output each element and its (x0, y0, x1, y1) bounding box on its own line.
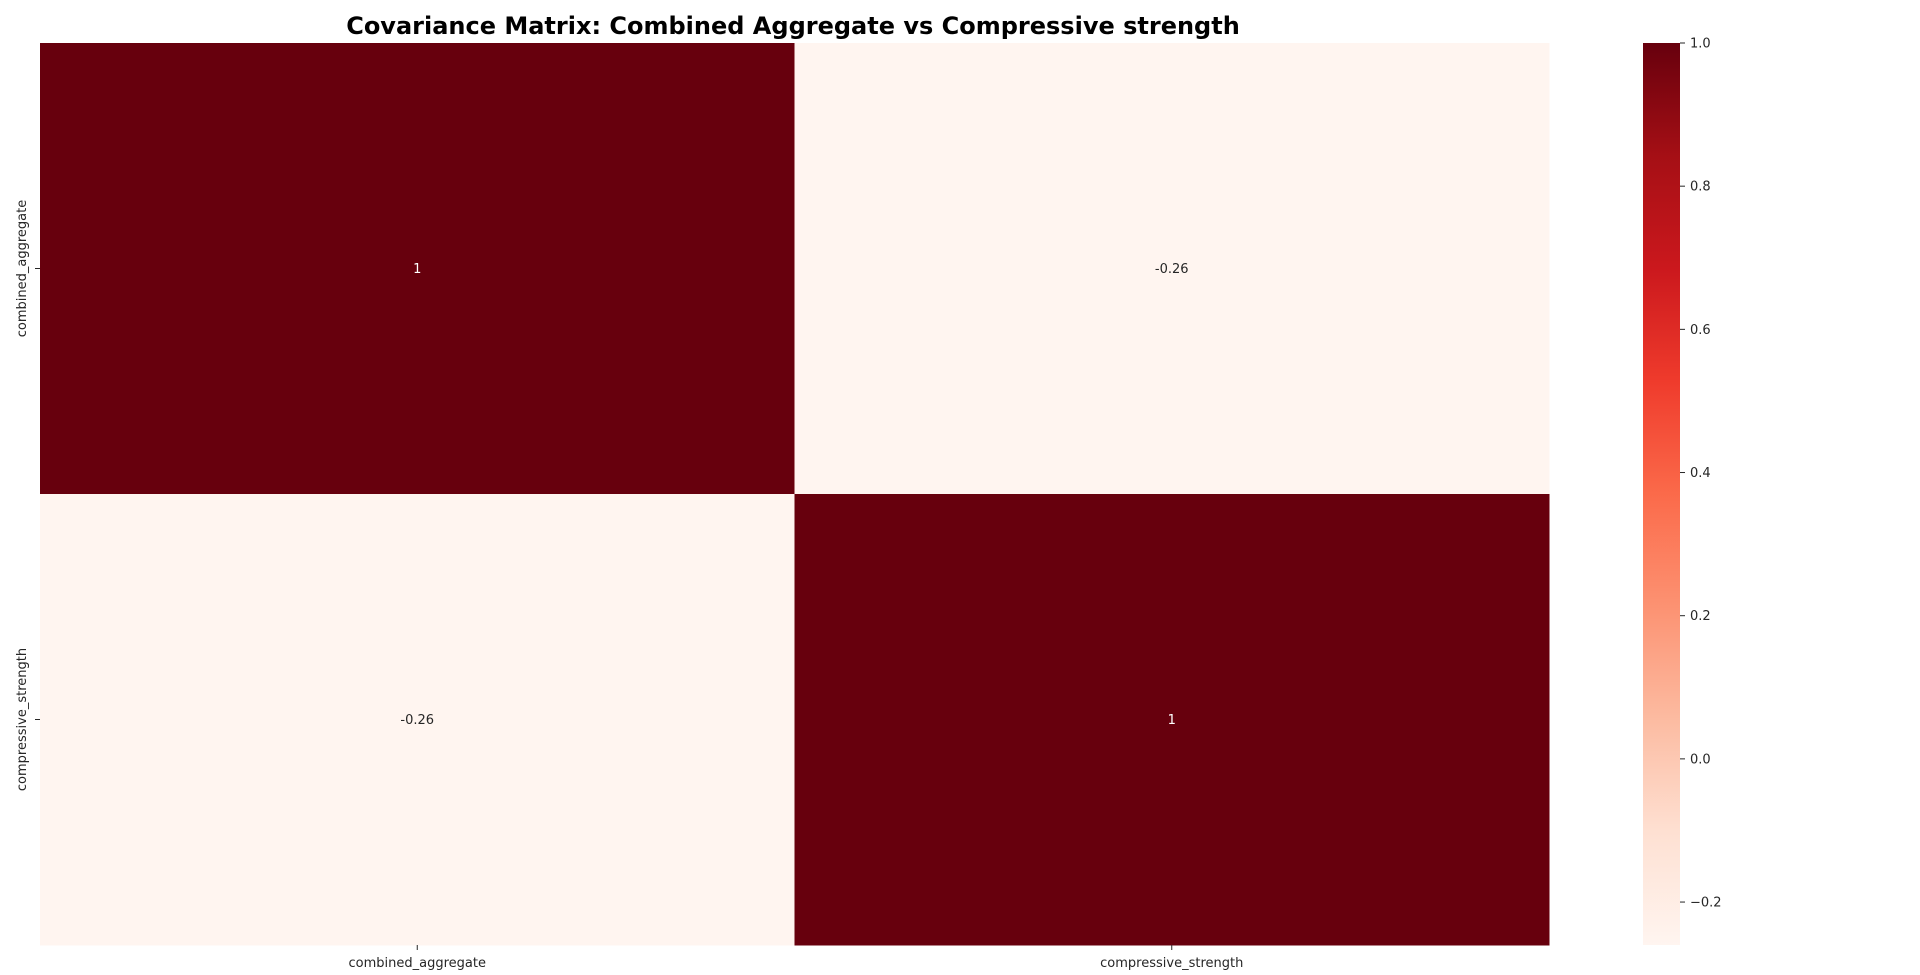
heatmap-cell (40, 494, 795, 946)
x-tick-label: combined_aggregate (349, 956, 486, 971)
heatmap-cells (40, 43, 1550, 946)
colorbar: 1.0 0.8 0.6 0.4 0.2 0.0 −0.2 (1643, 37, 1722, 945)
colorbar-tick-label: 0.0 (1690, 752, 1711, 767)
chart-title: Covariance Matrix: Combined Aggregate vs… (346, 12, 1240, 40)
cell-value-label: -0.26 (1155, 262, 1189, 277)
heatmap-cell (794, 43, 1550, 495)
heatmap-cell (40, 43, 795, 495)
colorbar-tick-label: 0.2 (1690, 609, 1711, 624)
colorbar-tick-label: 0.8 (1690, 180, 1711, 195)
colorbar-tick-label: 1.0 (1690, 37, 1711, 52)
y-axis: combined_aggregate compressive_strength (15, 200, 40, 791)
y-tick-label: compressive_strength (15, 648, 30, 791)
colorbar-tick-label: 0.4 (1690, 466, 1711, 481)
x-axis: combined_aggregate compressive_strength (349, 945, 1243, 971)
cell-value-label: 1 (1168, 713, 1176, 728)
cell-value-label: 1 (413, 262, 421, 277)
heatmap-cell (794, 494, 1550, 946)
heatmap-annotations: 1 -0.26 -0.26 1 (400, 262, 1188, 728)
x-tick-label: compressive_strength (1100, 956, 1243, 971)
y-tick-label: combined_aggregate (15, 200, 30, 337)
colorbar-ticks: 1.0 0.8 0.6 0.4 0.2 0.0 −0.2 (1680, 37, 1722, 911)
colorbar-tick-label: −0.2 (1690, 896, 1722, 911)
cell-value-label: -0.26 (400, 713, 434, 728)
colorbar-gradient (1643, 43, 1680, 945)
colorbar-tick-label: 0.6 (1690, 323, 1711, 338)
